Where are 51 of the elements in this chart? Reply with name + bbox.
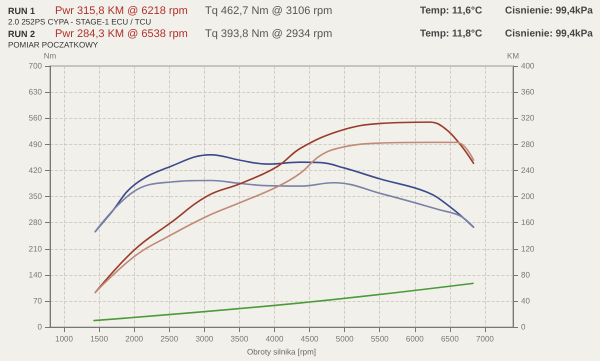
- x-tick-label: 5000: [336, 334, 354, 344]
- text: Cisnienie: 99,4kPa: [505, 28, 594, 40]
- y2-tick-label: 120: [521, 244, 535, 254]
- y-tick-label: 700: [28, 62, 43, 70]
- text: RUN 2: [8, 29, 36, 39]
- y2-tick-label: 360: [521, 88, 535, 97]
- x-tick-label: 7000: [476, 334, 494, 344]
- y2-tick-label: 280: [521, 140, 535, 149]
- text: 2.0 252PS CYPA - STAGE-1 ECU / TCU: [8, 18, 152, 26]
- text: Pwr 284,3 KM @ 6538 rpm: [55, 28, 188, 40]
- y2-tick-label: 240: [521, 166, 535, 175]
- x-tick-label: 4000: [266, 334, 284, 344]
- y-tick-label: 140: [28, 270, 43, 280]
- y-tick-label: 420: [28, 166, 43, 175]
- y-tick-label: 350: [28, 192, 43, 202]
- x-tick-label: 3000: [195, 334, 214, 344]
- y2-axis-title: KM: [507, 52, 520, 60]
- x-tick-label: 5500: [370, 334, 390, 344]
- x-tick-label: 3500: [230, 334, 249, 344]
- text: Tq 393,8 Nm @ 2934 rpm: [205, 28, 332, 40]
- text: Temp: 11,8°C: [420, 28, 482, 40]
- text: RUN 1: [8, 6, 36, 16]
- y-tick-label: 490: [28, 140, 43, 149]
- y2-tick-label: 400: [521, 62, 535, 70]
- y-tick-label: 280: [28, 218, 43, 228]
- text: Cisnienie: 99,4kPa: [505, 6, 594, 16]
- x-tick-label: 1500: [90, 334, 109, 344]
- x-axis-title: Obroty silnika [rpm]: [247, 348, 316, 356]
- x-tick-label: 1000: [55, 334, 74, 344]
- y2-tick-label: 80: [521, 270, 530, 280]
- y-axis-title: Nm: [44, 52, 57, 60]
- y-tick-label: 630: [28, 88, 43, 97]
- x-tick-label: 2500: [160, 334, 179, 344]
- y-tick-label: 560: [28, 114, 43, 123]
- x-tick-label: 2000: [125, 334, 144, 344]
- line-series: [94, 180, 474, 232]
- text: Temp: 11,6°C: [420, 6, 482, 16]
- text: Pwr 315,8 KM @ 6218 rpm: [55, 5, 188, 17]
- text: POMIAR POCZATKOWY: [8, 40, 99, 50]
- y2-tick-label: 0: [521, 322, 526, 332]
- x-tick-label: 6000: [406, 334, 424, 344]
- text: Tq 462,7 Nm @ 3106 rpm: [205, 5, 332, 17]
- y2-tick-label: 40: [521, 296, 530, 306]
- x-tick-label: 4500: [300, 334, 320, 344]
- y2-tick-label: 320: [521, 114, 535, 123]
- y-tick-label: 210: [28, 244, 43, 254]
- y-tick-label: 0: [38, 322, 43, 332]
- x-tick-label: 6500: [440, 334, 460, 344]
- y-tick-label: 70: [33, 296, 43, 306]
- y2-tick-label: 160: [521, 218, 535, 228]
- y2-tick-label: 200: [521, 192, 535, 202]
